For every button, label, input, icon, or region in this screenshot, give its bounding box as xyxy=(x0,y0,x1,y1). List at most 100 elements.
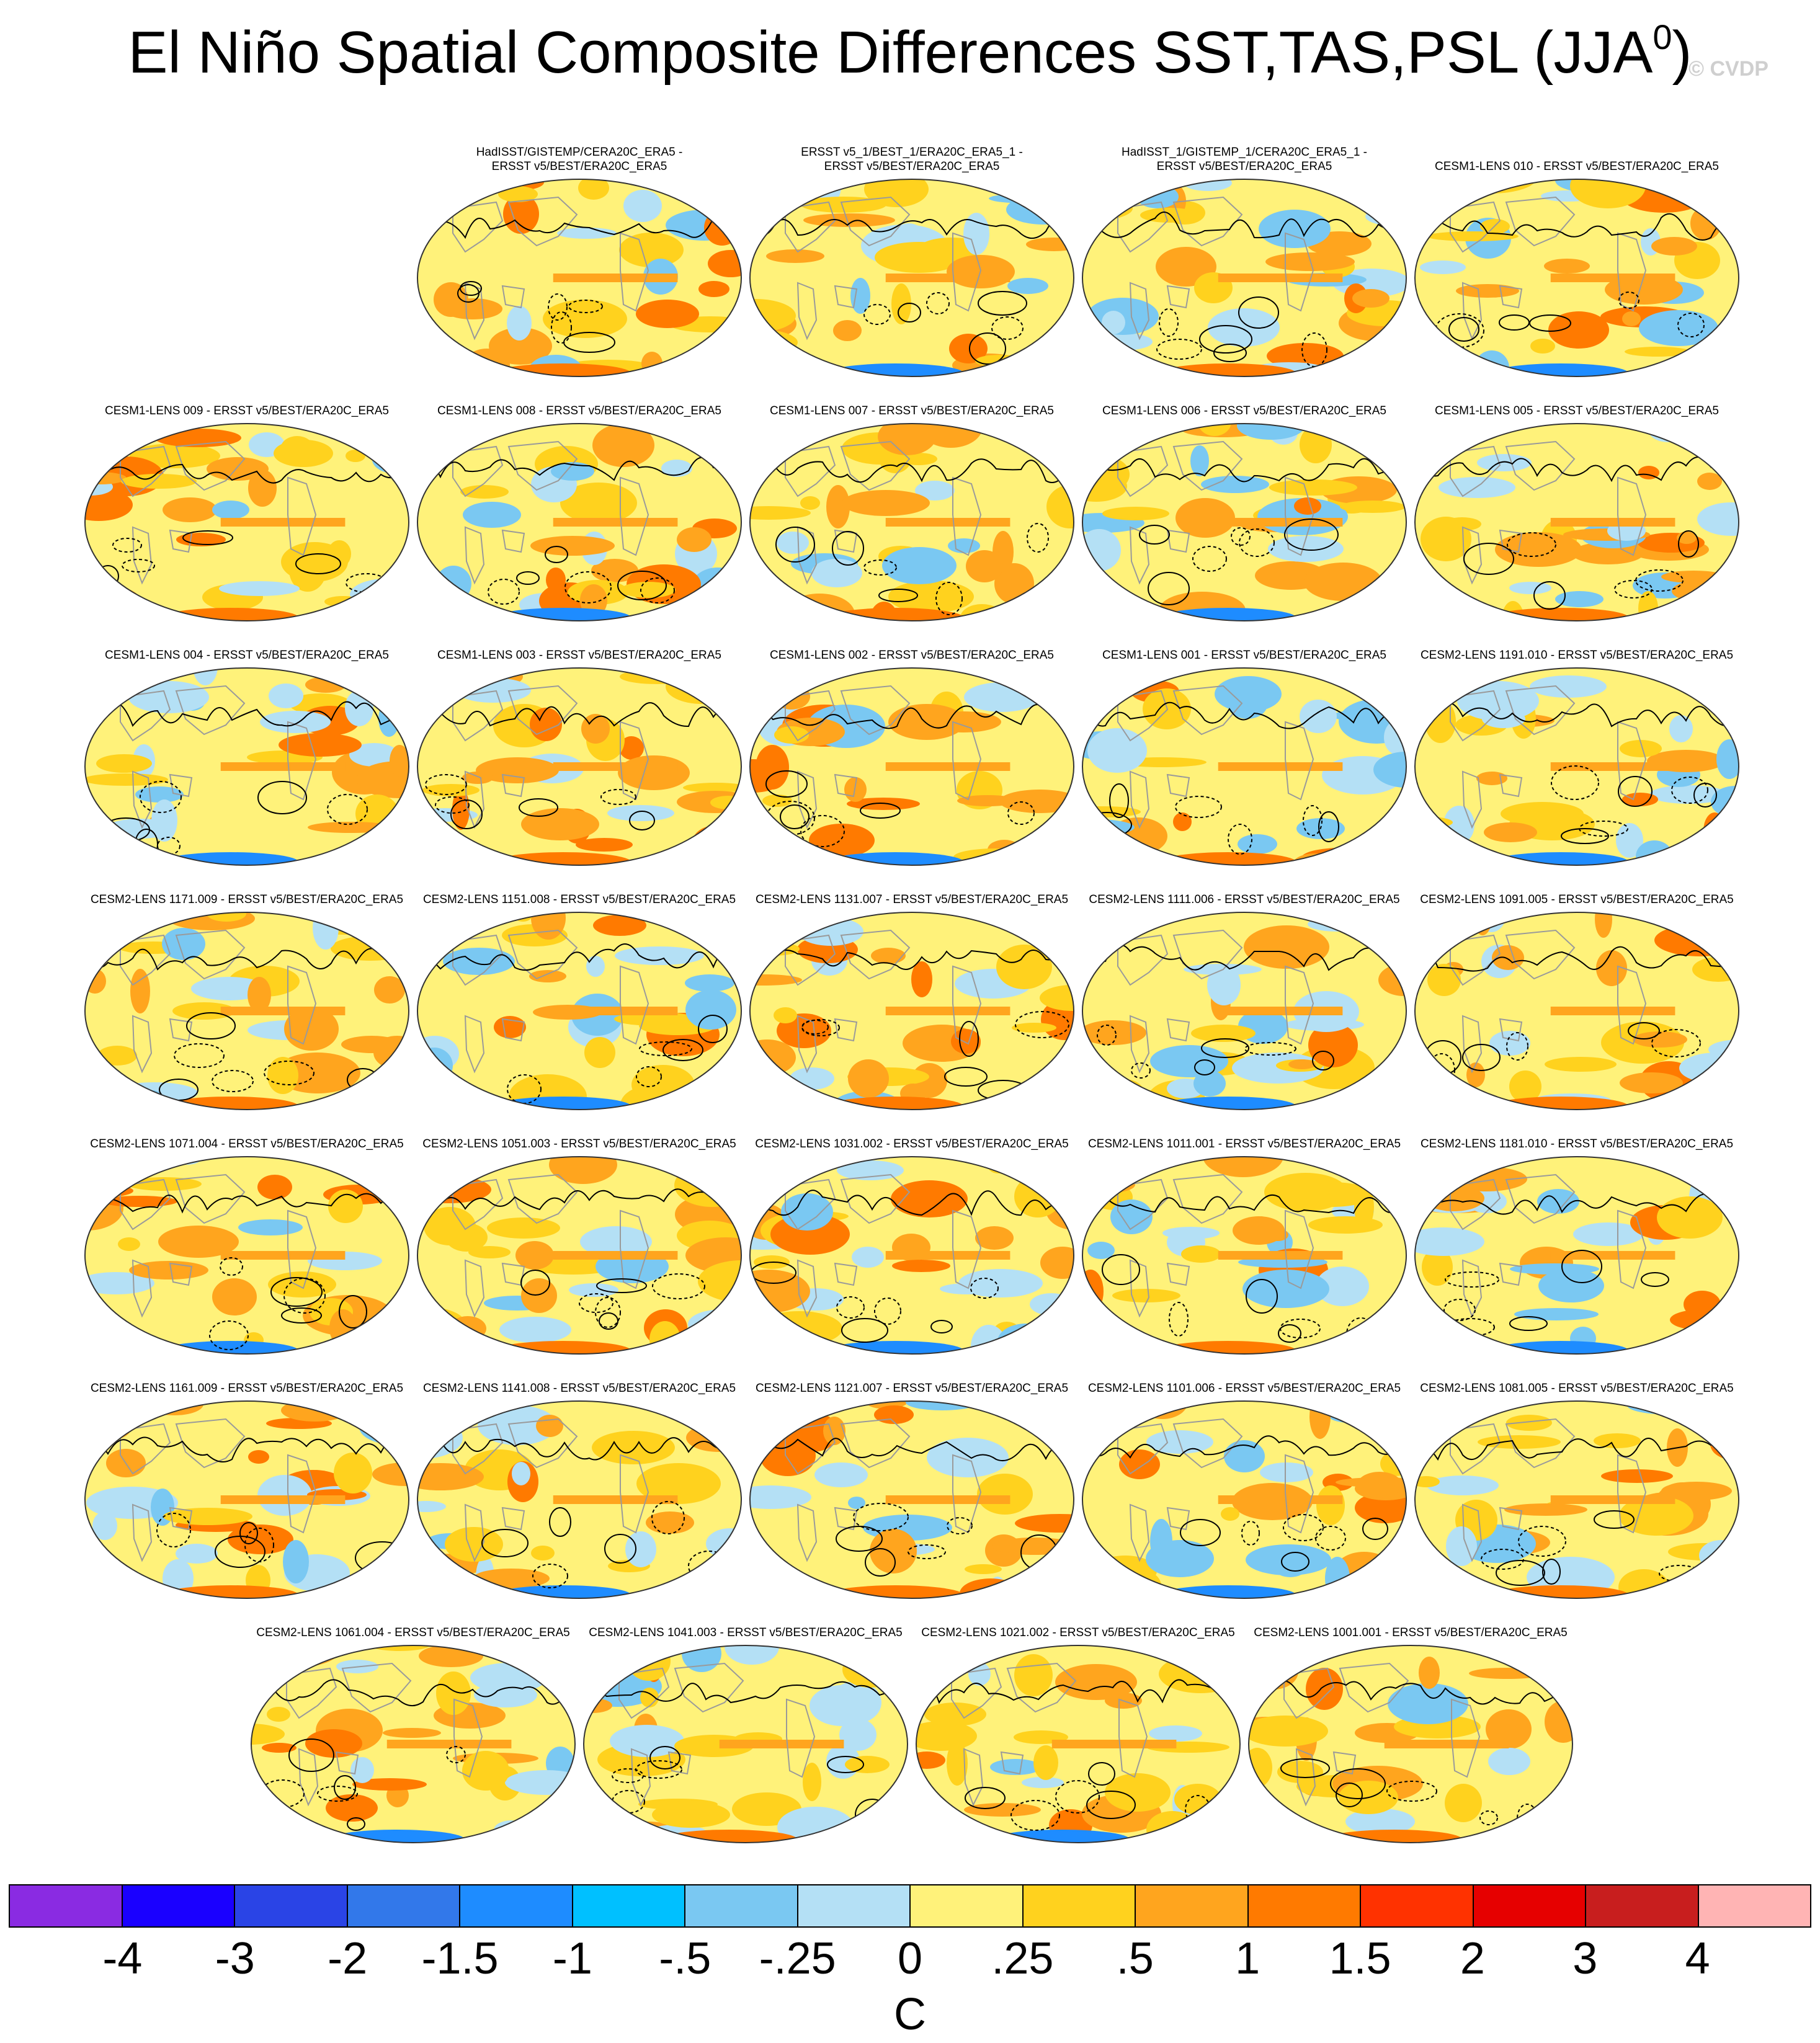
anomaly-patch xyxy=(592,424,654,467)
psl-contour xyxy=(1280,1758,1330,1778)
psl-contour xyxy=(421,1188,739,1211)
psl-contour xyxy=(481,1529,529,1557)
panel-title: CESM1-LENS 002 - ERSST v5/BEST/ERA20C_ER… xyxy=(770,649,1054,662)
anomaly-patch xyxy=(1415,424,1449,454)
psl-contour xyxy=(1169,1302,1189,1337)
psl-contour xyxy=(959,1021,979,1057)
antarctic-anomaly xyxy=(1492,1585,1629,1598)
coastline xyxy=(1499,1507,1523,1531)
coastline xyxy=(453,1698,483,1778)
coastline xyxy=(1285,1209,1314,1289)
psl-contour xyxy=(649,1746,680,1769)
psl-contour xyxy=(651,1501,685,1534)
anomaly-patch xyxy=(915,481,955,501)
panel-title: HadISST/GISTEMP/CERA20C_ERA5 - ERSST v5/… xyxy=(476,146,683,173)
anomaly-patch xyxy=(1570,179,1646,208)
anomaly-patch xyxy=(1523,1808,1571,1834)
anomaly-patch xyxy=(257,1175,292,1200)
map-panel: CESM1-LENS 001 - ERSST v5/BEST/ERA20C_ER… xyxy=(1077,624,1412,872)
anomaly-patch xyxy=(1082,471,1127,502)
anomaly-patch xyxy=(1082,559,1093,577)
anomaly-patch xyxy=(1419,1657,1440,1689)
coastline xyxy=(175,440,246,491)
coastline xyxy=(1499,1262,1523,1286)
anomaly-patch xyxy=(1478,1435,1561,1449)
psl-contour xyxy=(1194,1059,1215,1075)
psl-contour xyxy=(327,794,368,825)
coastline xyxy=(1172,196,1243,247)
psl-contour xyxy=(450,799,483,829)
equatorial-anomaly-band xyxy=(553,274,678,282)
panel-title: CESM2-LENS 1141.008 - ERSST v5/BEST/ERA2… xyxy=(422,1382,736,1395)
psl-contour xyxy=(1419,1438,1736,1461)
map-panel: CESM2-LENS 1191.010 - ERSST v5/BEST/ERA2… xyxy=(1409,624,1744,872)
anomaly-patch xyxy=(686,1587,725,1598)
psl-contour xyxy=(1228,824,1252,855)
world-map xyxy=(84,1156,409,1355)
psl-contour xyxy=(1533,581,1566,610)
anomaly-patch xyxy=(1545,1057,1617,1072)
psl-contour xyxy=(112,538,142,553)
coastline xyxy=(834,529,858,553)
anomaly-patch xyxy=(1094,333,1153,350)
anomaly-patch xyxy=(127,1177,202,1191)
anomaly-patch xyxy=(698,281,729,297)
anomaly-patch xyxy=(707,1097,741,1110)
antarctic-anomaly xyxy=(162,1341,299,1354)
psl-contour xyxy=(89,948,406,971)
psl-contour xyxy=(595,1297,621,1328)
psl-contour xyxy=(1330,1768,1386,1799)
map-panel: CESM2-LENS 1091.005 - ERSST v5/BEST/ERA2… xyxy=(1409,868,1744,1116)
anomaly-patch xyxy=(1110,1200,1153,1234)
anomaly-patch xyxy=(963,213,989,255)
world-map xyxy=(749,1400,1074,1599)
anomaly-patch xyxy=(768,1576,806,1592)
coastline xyxy=(132,526,153,585)
anomaly-patch xyxy=(750,1576,821,1596)
anomaly-patch xyxy=(417,829,429,850)
anomaly-patch xyxy=(248,470,277,507)
colorbar-label: -1.5 xyxy=(421,1934,499,1983)
anomaly-patch xyxy=(341,1036,402,1053)
anomaly-patch xyxy=(677,527,711,552)
psl-contour xyxy=(1318,811,1339,842)
anomaly-patch xyxy=(591,559,638,582)
coastline xyxy=(1285,1454,1314,1534)
anomaly-patch xyxy=(1355,1492,1406,1523)
anomaly-patch xyxy=(868,1812,908,1843)
anomaly-patch xyxy=(1105,1773,1171,1812)
anomaly-patch xyxy=(751,847,823,865)
psl-contour xyxy=(1201,1038,1249,1058)
coastline xyxy=(287,1209,317,1289)
coastline xyxy=(169,773,193,798)
map-panel: CESM2-LENS 1031.002 - ERSST v5/BEST/ERA2… xyxy=(744,1113,1079,1361)
anomaly-patch xyxy=(549,1157,617,1184)
psl-contour xyxy=(1614,580,1653,599)
psl-contour xyxy=(1159,308,1179,337)
coastline xyxy=(132,1259,153,1318)
psl-contour xyxy=(347,1817,365,1831)
psl-contour xyxy=(926,292,950,314)
panel-title: CESM2-LENS 1021.002 - ERSST v5/BEST/ERA2… xyxy=(921,1626,1235,1639)
coastline xyxy=(501,529,525,553)
antarctic-anomaly xyxy=(162,1097,299,1110)
antarctic-anomaly xyxy=(661,1830,798,1843)
equatorial-anomaly-band xyxy=(1550,1251,1675,1260)
psl-contour xyxy=(156,1513,191,1547)
anomaly-patch xyxy=(260,711,331,733)
anomaly-patch xyxy=(283,1540,309,1583)
anomaly-patch xyxy=(593,915,646,936)
colorbar-box xyxy=(798,1885,911,1926)
antarctic-anomaly xyxy=(494,1585,631,1598)
psl-contour xyxy=(1419,1193,1736,1215)
anomaly-patch xyxy=(1082,834,1114,865)
anomaly-patch xyxy=(1477,454,1532,471)
psl-contour xyxy=(1509,1316,1548,1331)
anomaly-patch xyxy=(463,502,521,528)
coastline xyxy=(507,929,578,980)
coastline xyxy=(452,201,504,253)
anomaly-patch xyxy=(228,1524,293,1554)
anomaly-patch xyxy=(845,1756,890,1773)
anomaly-patch xyxy=(1446,1526,1477,1566)
anomaly-patch xyxy=(1622,793,1658,806)
